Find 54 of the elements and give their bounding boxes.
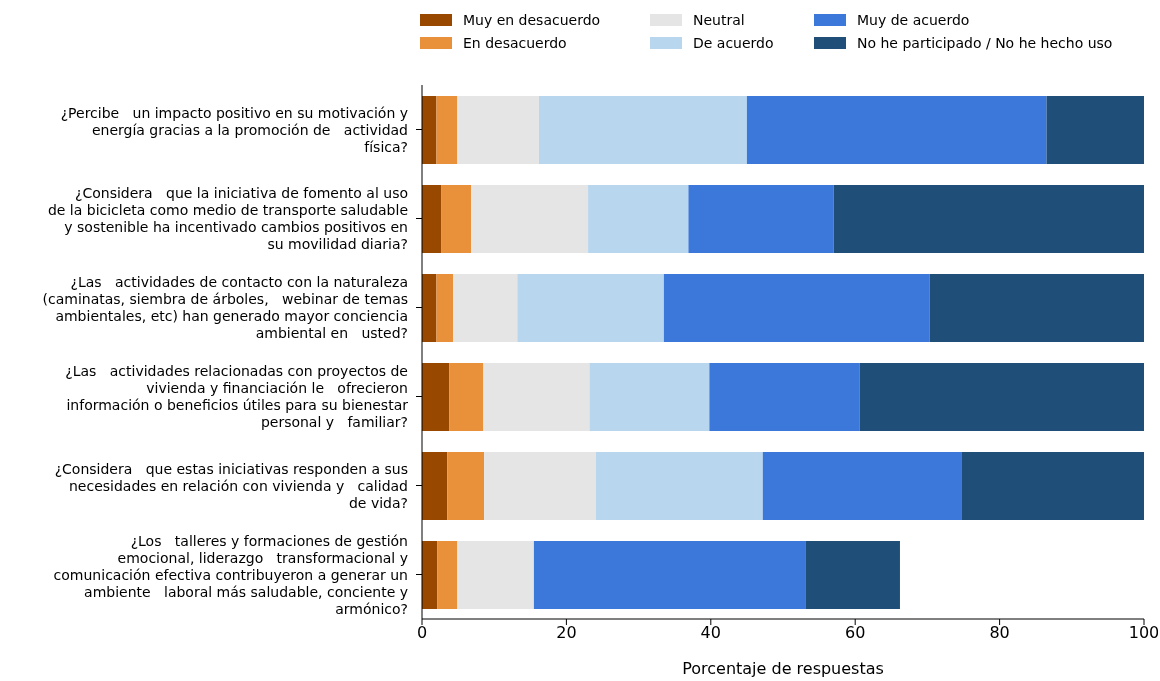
- bar: [663, 274, 930, 342]
- y-tick-label: ¿Los talleres y formaciones de gestión emocional, liderazgo transformacional y comunicación efectiva contribuyeron a generar un ambiente laboral más saludable, conciente y armónico?: [53, 532, 408, 617]
- x-tick-label: 40: [700, 623, 721, 643]
- y-tick-label: ¿Considera que estas iniciativas responden a sus necesidades en relación con vivienda y calidad de vida?: [54, 460, 408, 511]
- bar: [422, 541, 438, 609]
- legend-label: Neutral: [693, 12, 745, 28]
- bar: [483, 363, 590, 431]
- bar: [929, 274, 1144, 342]
- bar: [436, 274, 454, 342]
- bar: [449, 363, 484, 431]
- legend-label: Muy en desacuerdo: [463, 12, 601, 28]
- x-tick-label: 100: [1128, 623, 1160, 643]
- y-tick-label: ¿Las actividades de contacto con la naturaleza (caminatas, siembra de árboles, webinar de temas ambientales, etc) han generado mayor conciencia ambiental en usted?: [42, 274, 408, 341]
- bar: [422, 452, 448, 520]
- bar: [447, 452, 485, 520]
- legend-label: En desacuerdo: [463, 35, 567, 51]
- bar: [762, 452, 962, 520]
- bar: [538, 96, 747, 164]
- x-tick-label: 80: [989, 623, 1010, 643]
- bar: [422, 185, 442, 253]
- legend-label: No he participado / No he hecho uso: [857, 35, 1113, 51]
- bar: [688, 185, 834, 253]
- bar: [437, 541, 458, 609]
- bar: [422, 363, 450, 431]
- bar: [596, 452, 763, 520]
- y-tick-label: ¿Percibe un impacto positivo en su motivación y energía gracias a la promoción de actividad física?: [60, 104, 408, 155]
- x-tick-label: 0: [416, 623, 428, 643]
- bar: [805, 541, 900, 609]
- bar: [471, 185, 589, 253]
- bar: [457, 96, 539, 164]
- bar: [457, 541, 534, 609]
- x-tick-label: 60: [845, 623, 866, 643]
- bar: [588, 185, 689, 253]
- bar: [1046, 96, 1144, 164]
- x-axis-title: Porcentaje de respuestas: [682, 659, 884, 678]
- bar: [589, 363, 710, 431]
- bar: [746, 96, 1047, 164]
- y-tick-label: ¿Las actividades relacionadas con proyectos de vivienda y financiación le ofrecieron información o beneficios útiles para su bienestar personal y familiar?: [65, 363, 409, 430]
- bar: [961, 452, 1144, 520]
- bar: [422, 96, 437, 164]
- bar: [441, 185, 472, 253]
- x-tick-label: 20: [556, 623, 577, 643]
- bar: [533, 541, 806, 609]
- bar: [517, 274, 664, 342]
- legend-label: De acuerdo: [693, 35, 774, 51]
- y-tick-label: ¿Considera que la iniciativa de fomento al uso de la bicicleta como medio de transporte saludable y sostenible ha incentivado cambios positivos en su movilidad diaria?: [47, 185, 408, 252]
- bar: [422, 274, 437, 342]
- bar: [833, 185, 1144, 253]
- bar: [709, 363, 860, 431]
- bar: [859, 363, 1144, 431]
- bar: [484, 452, 596, 520]
- bar: [436, 96, 458, 164]
- bar: [453, 274, 518, 342]
- legend-label: Muy de acuerdo: [857, 12, 970, 28]
